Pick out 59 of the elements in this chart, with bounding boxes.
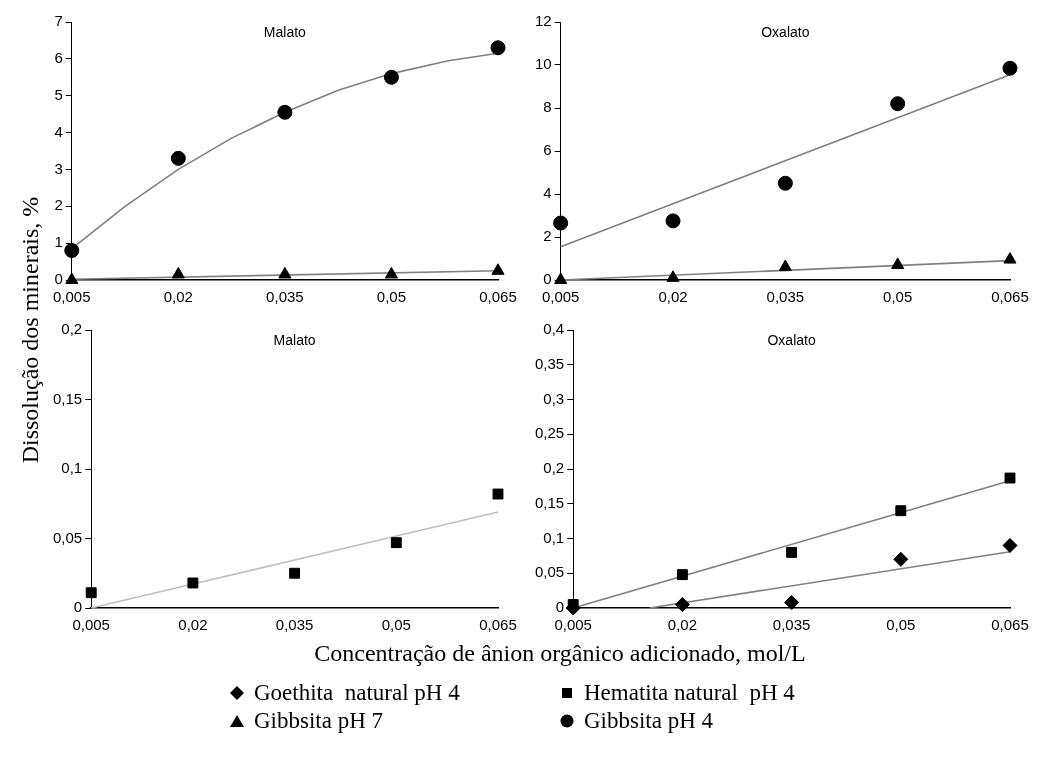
- y-tick-label: 0: [73, 598, 83, 616]
- chart-title: Malato: [263, 23, 307, 40]
- x-tick-label: 0,02: [163, 288, 193, 306]
- y-tick-label: 10: [535, 55, 552, 73]
- y-tick-label: 5: [54, 85, 63, 103]
- legend-label: Goethita natural pH 4: [254, 680, 460, 706]
- y-tick-label: 2: [543, 227, 552, 245]
- x-tick-label: 0,035: [766, 288, 805, 306]
- chart-title: Oxalato: [761, 23, 810, 40]
- y-tick-label: 0,3: [543, 389, 565, 407]
- x-tick-label: 0,005: [72, 616, 110, 634]
- y-tick-label: 0,05: [534, 563, 565, 581]
- x-tick-label: 0,005: [52, 288, 91, 306]
- y-tick-label: 6: [54, 49, 63, 66]
- legend-label: Gibbsita pH 4: [584, 708, 714, 734]
- y-tick-label: 4: [543, 184, 552, 202]
- x-tick-label: 0,035: [266, 288, 304, 306]
- y-tick-label: 0,15: [534, 493, 565, 511]
- y-tick-label: 0: [54, 270, 63, 288]
- x-tick-label: 0,065: [479, 616, 517, 634]
- x-tick-label: 0,005: [541, 288, 580, 306]
- y-tick-label: 0,15: [52, 389, 83, 407]
- x-tick-label: 0,02: [658, 288, 688, 306]
- x-tick-label: 0,05: [381, 616, 411, 634]
- x-tick-label: 0,05: [883, 288, 913, 306]
- x-tick-label: 0,065: [991, 288, 1029, 306]
- x-tick-label: 0,05: [376, 288, 407, 306]
- x-tick-label: 0,02: [178, 616, 208, 634]
- chart-title: Malato: [273, 331, 316, 348]
- y-tick-label: 0,35: [534, 354, 565, 372]
- y-tick-label: 0,05: [52, 528, 83, 546]
- y-tick-label: 2: [54, 196, 63, 214]
- y-tick-label: 0: [555, 598, 565, 616]
- y-tick-label: 1: [54, 233, 63, 251]
- y-tick-label: 4: [54, 122, 63, 140]
- y-axis-title: Dissolução dos minerais, %: [16, 196, 44, 464]
- y-tick-label: 0,2: [543, 459, 565, 477]
- x-tick-label: 0,035: [772, 616, 811, 634]
- y-tick-label: 0,2: [61, 320, 83, 338]
- y-tick-label: 7: [54, 12, 63, 30]
- x-tick-label: 0,005: [554, 616, 592, 634]
- x-tick-label: 0,035: [275, 616, 314, 634]
- y-tick-label: 0,4: [543, 320, 565, 338]
- legend-label: Gibbsita pH 7: [254, 708, 384, 734]
- x-tick-label: 0,05: [886, 616, 916, 634]
- y-tick-label: 3: [54, 159, 63, 177]
- y-tick-label: 6: [543, 141, 552, 159]
- y-tick-label: 8: [543, 98, 552, 116]
- x-tick-label: 0,065: [991, 616, 1029, 634]
- x-tick-label: 0,02: [667, 616, 697, 634]
- legend-label: Hematita natural pH 4: [584, 680, 795, 706]
- y-tick-label: 0,1: [543, 528, 565, 546]
- x-axis-title: Concentração de ânion orgânico adicionado, mol/L: [314, 640, 806, 667]
- chart-title: Oxalato: [767, 331, 816, 348]
- y-tick-label: 12: [535, 12, 552, 30]
- y-tick-label: 0,25: [534, 424, 565, 442]
- y-tick-label: 0: [543, 270, 552, 288]
- y-tick-label: 0,1: [61, 459, 83, 477]
- x-tick-label: 0,065: [479, 288, 517, 306]
